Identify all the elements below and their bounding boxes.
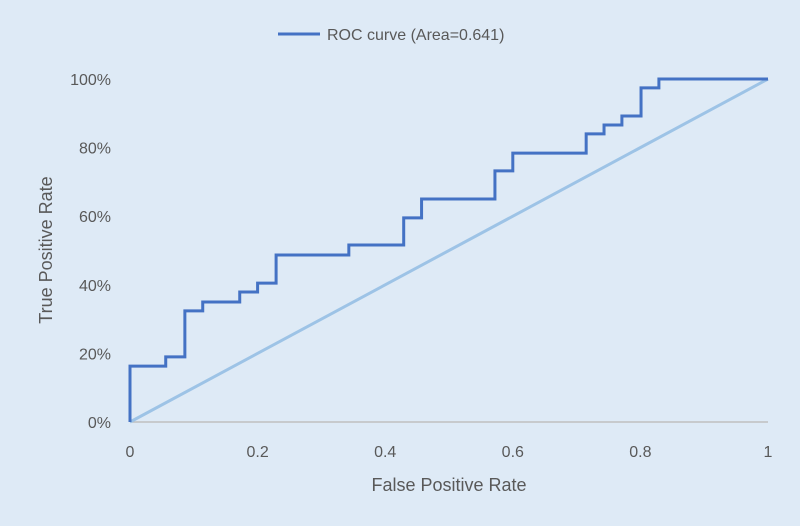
- y-tick-label: 60%: [79, 209, 111, 226]
- x-tick-label: 1: [764, 444, 773, 461]
- x-axis-label: False Positive Rate: [371, 475, 526, 495]
- x-tick-label: 0.6: [502, 444, 524, 461]
- x-tick-label: 0.8: [629, 444, 651, 461]
- y-axis-label: True Positive Rate: [36, 176, 56, 323]
- x-tick-label: 0.2: [246, 444, 268, 461]
- y-tick-label: 80%: [79, 141, 111, 158]
- y-tick-label: 100%: [70, 72, 111, 89]
- legend: ROC curve (Area=0.641): [278, 27, 504, 44]
- diagonal-reference-line: [129, 77, 769, 424]
- x-tick-label: 0.4: [374, 444, 396, 461]
- roc-curve-line: [128, 77, 768, 422]
- y-tick-label: 20%: [79, 346, 111, 363]
- x-tick-label: 0: [126, 444, 135, 461]
- y-tick-label: 40%: [79, 278, 111, 295]
- y-tick-label: 0%: [88, 415, 111, 432]
- legend-label-roc: ROC curve (Area=0.641): [327, 27, 504, 44]
